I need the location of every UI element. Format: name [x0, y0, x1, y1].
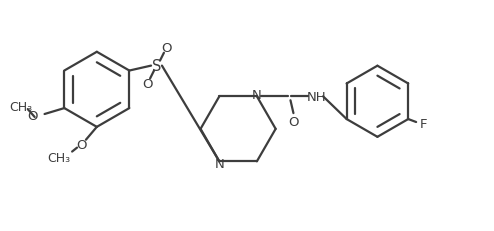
Text: F: F [419, 118, 427, 131]
Text: O: O [288, 115, 299, 128]
Text: O: O [28, 110, 38, 123]
Text: S: S [152, 59, 162, 74]
Text: NH: NH [306, 90, 326, 103]
Text: CH₃: CH₃ [9, 100, 33, 113]
Text: CH₃: CH₃ [48, 151, 71, 164]
Text: O: O [142, 78, 152, 91]
Text: O: O [162, 42, 172, 55]
Text: N: N [252, 88, 262, 101]
Text: O: O [77, 139, 87, 152]
Text: N: N [214, 157, 224, 170]
